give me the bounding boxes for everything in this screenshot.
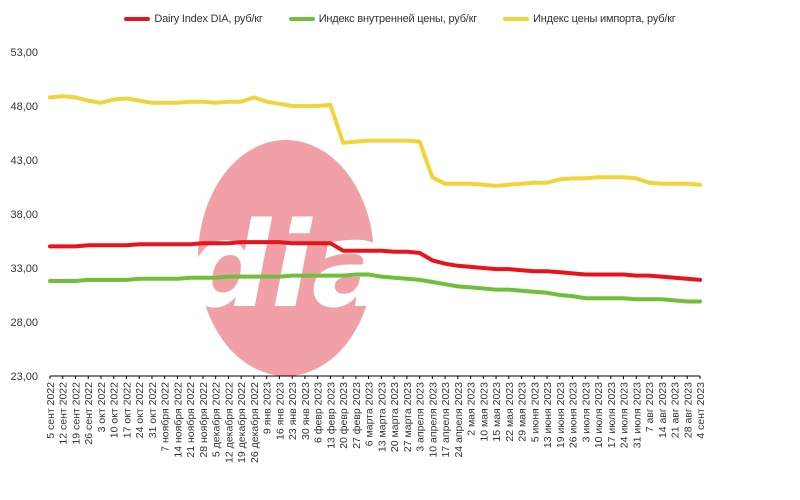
watermark-text: dia	[187, 196, 392, 334]
x-tick-label: 30 янв 2023	[300, 382, 312, 440]
x-tick-label: 10 апреля 2023	[427, 382, 439, 458]
y-tick-label: 28,00	[10, 317, 38, 329]
x-axis: 5 сент 2022 12 сент 2022 19 сент 2022 26 се…	[45, 376, 707, 463]
x-tick-label: 24 окт 2022	[134, 382, 146, 438]
x-tick-label: 6 февр 2023	[313, 382, 325, 443]
x-tick-label: 31 июля 2023	[631, 382, 643, 448]
x-tick-label: 13 июня 2023	[542, 382, 554, 448]
x-tick-label: 24 апреля 2023	[453, 382, 465, 458]
x-tick-label: 28 ноября 2022	[198, 382, 210, 458]
x-tick-label: 3 окт 2022	[96, 382, 108, 433]
x-tick-label: 10 окт 2022	[109, 382, 121, 438]
x-tick-label: 13 февр 2023	[325, 382, 337, 449]
watermark-circle	[198, 140, 374, 376]
y-tick-label: 53,00	[10, 47, 38, 59]
x-tick-label: 2 мая 2023	[466, 382, 478, 436]
x-tick-label: 17 апреля 2023	[440, 382, 452, 458]
x-tick-label: 16 янв 2023	[274, 382, 286, 440]
x-tick-label: 17 окт 2022	[121, 382, 133, 438]
x-tick-label: 27 марта 2023	[402, 382, 414, 452]
legend-label-dairy-index: Dairy Index DIA, руб/кг	[154, 13, 263, 25]
x-tick-label: 23 янв 2023	[287, 382, 299, 440]
x-tick-label: 9 янв 2023	[262, 382, 274, 434]
x-tick-label: 20 марта 2023	[389, 382, 401, 452]
legend-item-domestic-price: Индекс внутренней цены, руб/кг	[288, 10, 478, 28]
x-tick-label: 15 мая 2023	[491, 382, 503, 442]
y-tick-label: 23,00	[10, 371, 38, 383]
x-tick-label: 26 июня 2023	[568, 382, 580, 448]
x-tick-label: 26 декабря 2022	[249, 382, 261, 463]
legend-label-domestic-price: Индекс внутренней цены, руб/кг	[318, 13, 478, 25]
x-tick-label: 20 февр 2023	[338, 382, 350, 449]
x-tick-label: 13 марта 2023	[376, 382, 388, 452]
x-tick-label: 7 ноября 2022	[160, 382, 172, 452]
x-tick-label: 29 мая 2023	[517, 382, 529, 442]
x-tick-label: 5 июня 2023	[529, 382, 541, 442]
x-tick-label: 19 сент 2022	[70, 382, 82, 445]
y-axis: 23,00 28,00 33,00 38,00 43,00 48,00 53,00	[10, 47, 38, 383]
series-line-import-price	[48, 94, 702, 188]
x-tick-label: 7 авг 2023	[644, 382, 656, 432]
x-tick-label: 6 марта 2023	[364, 382, 376, 446]
legend-swatch-domestic-price	[288, 17, 315, 21]
x-tick-label: 24 июля 2023	[619, 382, 631, 448]
x-tick-label: 12 декабря 2022	[223, 382, 235, 463]
y-tick-label: 33,00	[10, 263, 38, 275]
y-tick-label: 48,00	[10, 101, 38, 113]
x-tick-label: 21 авг 2023	[670, 382, 682, 438]
x-tick-label: 19 июня 2023	[555, 382, 567, 448]
x-tick-label: 22 мая 2023	[504, 382, 516, 442]
y-tick-label: 38,00	[10, 209, 38, 221]
x-tick-label: 28 авг 2023	[682, 382, 694, 438]
x-tick-label: 5 сент 2022	[45, 382, 57, 439]
x-tick-label: 26 сент 2022	[83, 382, 95, 445]
series-line-dairy-index	[48, 240, 702, 282]
x-tick-label: 14 ноября 2022	[172, 382, 184, 458]
x-tick-label: 4 сент 2023	[695, 382, 707, 439]
series-line-domestic-price	[48, 272, 702, 304]
x-tick-label: 3 апреля 2023	[415, 382, 427, 452]
x-tick-label: 14 авг 2023	[657, 382, 669, 438]
x-tick-label: 21 ноября 2022	[185, 382, 197, 458]
x-tick-label: 17 июля 2023	[606, 382, 618, 448]
chart-legend: Dairy Index DIA, руб/кг Индекс внутренне…	[0, 10, 800, 28]
x-tick-label: 5 декабря 2022	[211, 382, 223, 457]
legend-swatch-dairy-index	[124, 17, 151, 21]
series-lines	[48, 94, 702, 304]
x-tick-label: 31 окт 2022	[147, 382, 159, 438]
x-tick-label: 12 сент 2022	[58, 382, 70, 445]
x-tick-label: 10 июля 2023	[593, 382, 605, 448]
x-tick-label: 19 декабря 2022	[236, 382, 248, 463]
x-tick-label: 10 мая 2023	[478, 382, 490, 442]
dia-watermark-logo: dia	[187, 140, 392, 376]
legend-label-import-price: Индекс цены импорта, руб/кг	[533, 13, 676, 25]
legend-swatch-import-price	[503, 17, 530, 21]
y-tick-label: 43,00	[10, 155, 38, 167]
legend-item-dairy-index: Dairy Index DIA, руб/кг	[124, 10, 263, 28]
x-tick-label: 27 февр 2023	[351, 382, 363, 449]
legend-item-import-price: Индекс цены импорта, руб/кг	[503, 10, 676, 28]
x-tick-label: 3 июля 2023	[580, 382, 592, 443]
